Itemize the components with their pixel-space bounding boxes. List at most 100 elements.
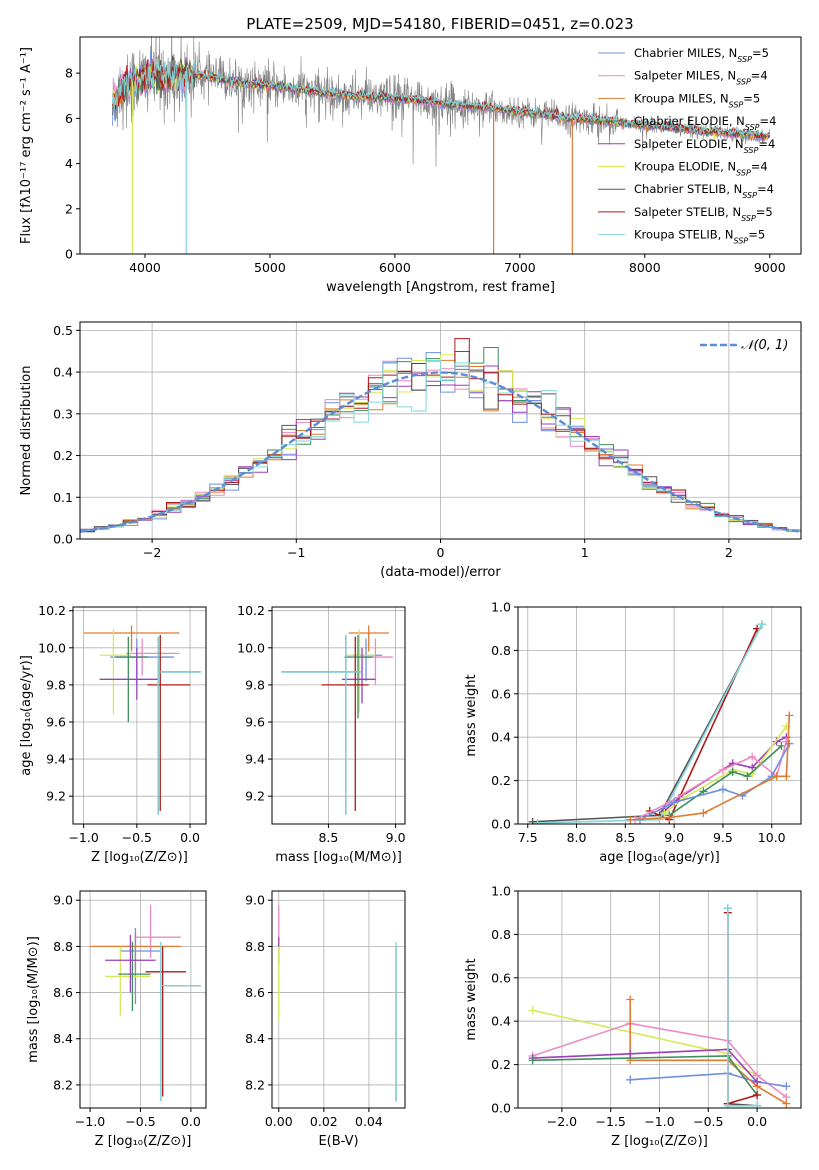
mass-weight-marker (679, 793, 688, 802)
x-tick-label: 0.02 (310, 1114, 338, 1129)
y-tick-label: 0.3 (53, 406, 73, 421)
y-tick-label: 9.8 (46, 677, 66, 692)
mass-weight-marker (528, 817, 537, 824)
legend-label: 𝒩(0, 1) (741, 338, 788, 353)
x-tick-label: −2 (143, 545, 161, 560)
mass-weight-marker (785, 711, 794, 720)
legend-label: Salpeter MILES, NSSP=4 (634, 69, 768, 87)
mass-weight-marker (723, 1101, 732, 1108)
mass-weight-marker (533, 818, 542, 824)
x-tick-label: 7.5 (518, 830, 538, 845)
panel-age-vs-Z: −1.0 −0.5 0.0 9.2 9.4 9.6 9.8 10.0 10.2 Z [log₁₀(… (19, 603, 207, 865)
plot-area (83, 625, 201, 815)
gaussian-reference-line (80, 371, 801, 533)
panel-mass-vs-EBV: 0.00 0.02 0.04 8.2 8.4 8.6 8.8 9.0 E(B-V) (245, 890, 406, 1149)
x-tick-label: 0 (437, 545, 445, 560)
x-tick-label: 1 (581, 545, 589, 560)
plot-area (278, 904, 397, 1102)
y-tick-label: 2 (65, 201, 73, 216)
panel-residuals: −2 −1 0 1 2 0.0 0.1 0.2 0.3 0.4 0.5 (data-model)/er… (19, 321, 802, 580)
axes-frame (72, 606, 207, 825)
y-axis-label: Normed distribution (19, 366, 34, 496)
y-tick-label: 0.4 (491, 1014, 511, 1029)
y-tick-label: 9.0 (53, 893, 73, 908)
x-tick-label: 0.0 (181, 1114, 201, 1129)
mass-weight-marker (728, 767, 737, 776)
x-tick-label: 9.0 (664, 830, 684, 845)
mass-weight-line (532, 1048, 758, 1083)
mass-weight-line (639, 743, 791, 821)
legend-label: Salpeter ELODIE, NSSP=4 (634, 137, 775, 155)
plot-area (281, 625, 393, 815)
mass-weight-marker (753, 1101, 762, 1108)
mass-weight-marker (665, 813, 674, 822)
legend-label: Chabrier ELODIE, NSSP=4 (634, 114, 776, 132)
y-tick-label: 6 (65, 111, 73, 126)
mass-weight-line (630, 1072, 787, 1088)
x-tick-label: 8.0 (567, 830, 587, 845)
y-tick-label: 9.8 (245, 677, 265, 692)
y-tick-label: 10.0 (237, 640, 265, 655)
mass-weight-marker (718, 765, 727, 774)
mass-weight-marker (782, 1082, 791, 1091)
x-tick-label: −1 (287, 545, 305, 560)
x-tick-label: 10.0 (758, 830, 786, 845)
y-tick-label: 0.4 (53, 365, 73, 380)
plot-area (112, 37, 770, 254)
x-tick-label: 0.0 (180, 830, 200, 845)
figure-title: PLATE=2509, MJD=54180, FIBERID=0451, z=0… (246, 15, 633, 33)
legend-label: Kroupa MILES, NSSP=5 (634, 91, 760, 109)
y-tick-label: 0.2 (491, 773, 511, 788)
legend-label: Kroupa ELODIE, NSSP=4 (634, 160, 768, 178)
y-tick-label: 9.4 (245, 752, 265, 767)
x-tick-label: 7000 (504, 260, 536, 275)
x-tick-label: 0.00 (265, 1114, 293, 1129)
x-tick-label: 0.04 (355, 1114, 383, 1129)
y-axis-label: mass weight (464, 958, 479, 1040)
x-tick-label: −1.0 (68, 830, 98, 845)
plot-area (528, 620, 794, 824)
mass-weight-marker (782, 772, 791, 781)
y-tick-label: 9.2 (245, 789, 265, 804)
axes-frame (517, 606, 802, 825)
mass-weight-line (634, 741, 788, 821)
x-tick-label: 9.0 (386, 830, 406, 845)
x-tick-label: 4000 (129, 260, 161, 275)
mass-weight-marker (660, 809, 669, 818)
y-tick-label: 8.6 (53, 985, 73, 1000)
x-tick-label: −1.0 (75, 1114, 105, 1129)
y-tick-label: 0.6 (491, 970, 511, 985)
panel-spectrum: 4000 5000 6000 7000 8000 9000 0 2 4 6 8 wavelength … (19, 36, 802, 295)
panel-age-vs-mass: 8.5 9.0 9.2 9.4 9.6 9.8 10.0 10.2 mass [log₁₀(M/… (237, 603, 405, 865)
y-tick-label: 10.0 (38, 640, 66, 655)
plot-area (80, 338, 801, 533)
x-tick-label: 5000 (254, 260, 286, 275)
mass-weight-marker (743, 772, 752, 781)
panel-mass-vs-Z: −1.0 −0.5 0.0 8.2 8.4 8.6 8.8 9.0 Z [log₁₀(Z/Z⊙)… (26, 890, 207, 1149)
model-spectrum-line (112, 58, 770, 137)
mass-weight-marker (757, 620, 766, 629)
y-tick-label: 8.8 (245, 939, 265, 954)
x-axis-label: Z [log₁₀(Z/Z⊙)] (611, 1134, 708, 1149)
panel-weight-vs-age: 7.5 8.0 8.5 9.0 9.5 10.0 0.0 0.2 0.4 0.6 0.8 1.0 age… (464, 600, 802, 865)
y-tick-label: 8.4 (53, 1031, 73, 1046)
mass-weight-line (630, 715, 791, 821)
y-tick-label: 9.0 (245, 893, 265, 908)
x-tick-label: 6000 (379, 260, 411, 275)
legend-label: Chabrier STELIB, NSSP=4 (634, 182, 774, 200)
y-tick-label: 0.0 (491, 817, 511, 832)
y-axis-label: age [log₁₀(age/yr)] (19, 655, 34, 776)
y-tick-label: 0.0 (53, 532, 73, 547)
y-tick-label: 0.2 (491, 1057, 511, 1072)
x-tick-label: 2 (725, 545, 733, 560)
x-axis-label: E(B-V) (318, 1134, 358, 1149)
mass-weight-marker (785, 739, 794, 748)
y-tick-label: 10.2 (237, 603, 265, 618)
y-tick-label: 0 (65, 247, 73, 262)
x-tick-label: −1.0 (644, 1114, 674, 1129)
y-tick-label: 0.0 (491, 1101, 511, 1116)
x-axis-label: mass [log₁₀(M/M⊙)] (275, 850, 402, 865)
y-tick-label: 8.8 (53, 939, 73, 954)
plot-area (528, 904, 791, 1108)
